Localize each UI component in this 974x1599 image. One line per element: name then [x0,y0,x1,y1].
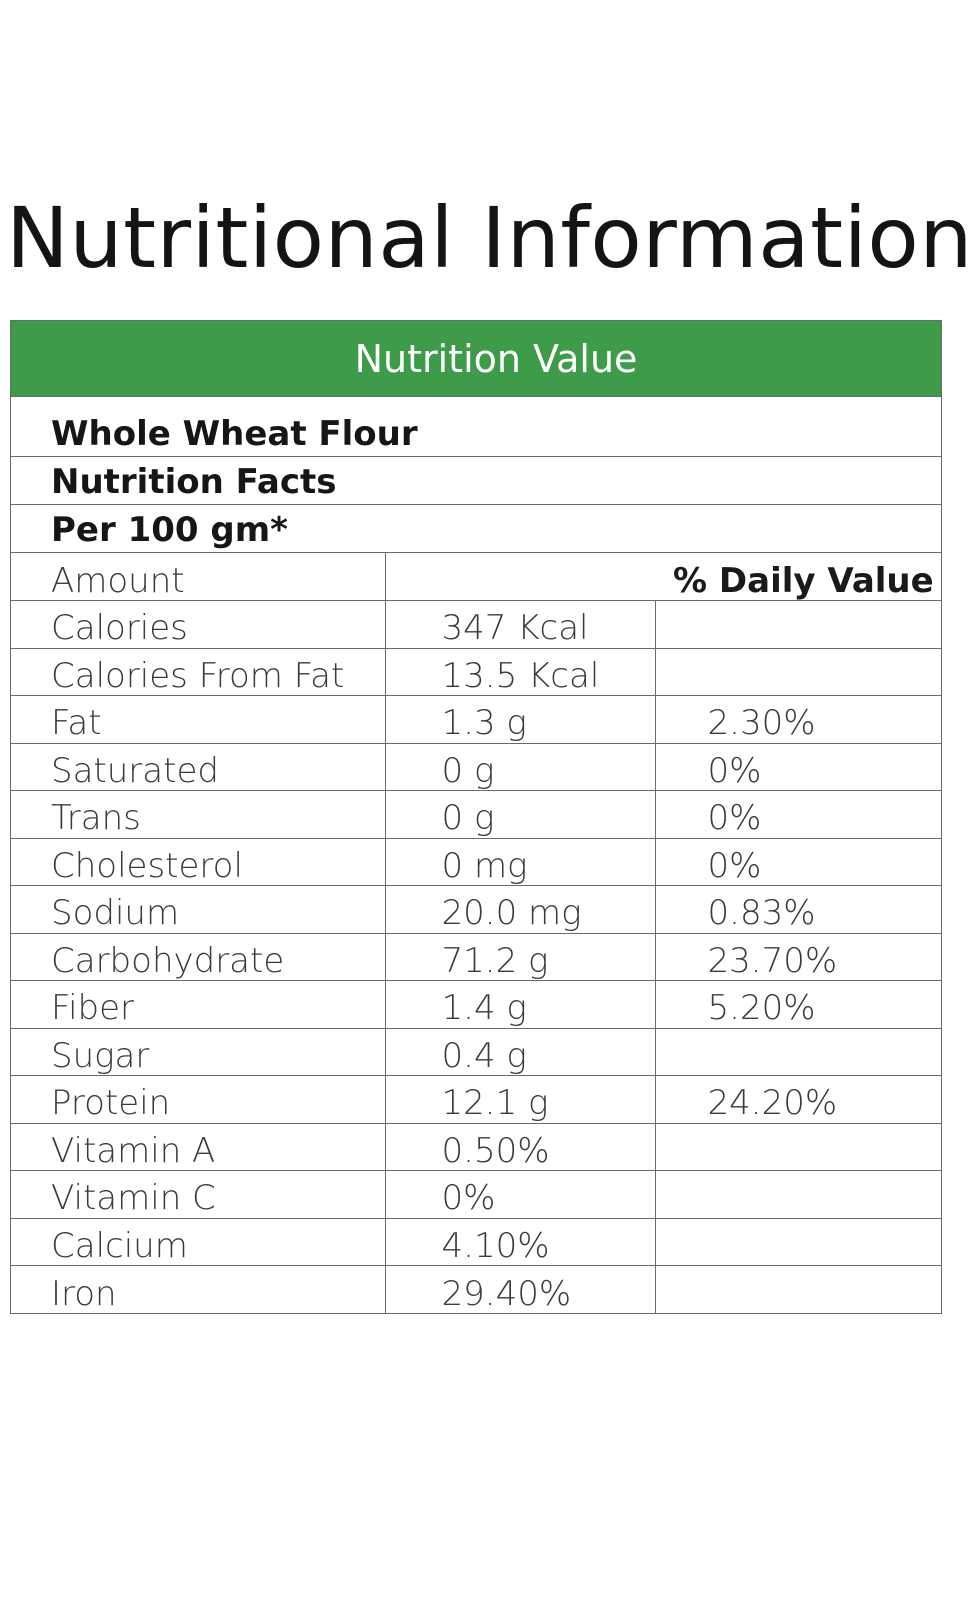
nutrient-name: Calories From Fat [11,648,385,696]
nutrient-daily-value [654,600,941,649]
nutrient-daily-value [654,1028,941,1076]
table-row: Trans 0 g 0% [11,790,941,839]
table-row: Protein 12.1 g 24.20% [11,1075,941,1124]
nutrient-amount: 20.0 mg [384,885,655,934]
table-header-row: Amount % Daily Value [11,553,941,601]
nutrient-name: Calcium [11,1218,385,1266]
nutrient-daily-value: 0% [654,743,941,791]
nutrient-daily-value [654,1123,941,1171]
nutrient-daily-value: 0% [654,790,941,839]
column-header-daily-value: % Daily Value [655,553,941,601]
nutrient-name: Trans [11,790,385,839]
nutrient-name: Carbohydrate [11,933,385,981]
nutrient-amount: 0% [384,1170,655,1219]
column-header-amount: Amount [11,553,385,601]
product-name: Whole Wheat Flour [11,397,941,457]
nutrient-daily-value [654,1265,941,1313]
serving-size: Per 100 gm* [11,505,941,553]
table-row: Fat 1.3 g 2.30% [11,695,941,744]
nutrient-amount: 0 g [384,790,655,839]
nutrient-amount: 347 Kcal [384,600,655,649]
table-row: Saturated 0 g 0% [11,743,941,791]
nutrient-name: Sugar [11,1028,385,1076]
nutrient-daily-value [654,1170,941,1219]
nutrient-name: Cholesterol [11,838,385,886]
nutrient-name: Vitamin A [11,1123,385,1171]
nutrient-name: Fiber [11,980,385,1029]
nutrient-daily-value: 2.30% [654,695,941,744]
nutrient-amount: 1.4 g [384,980,655,1029]
nutrient-daily-value: 0% [654,838,941,886]
nutrient-daily-value [654,1218,941,1266]
table-row: Fiber 1.4 g 5.20% [11,980,941,1029]
nutrition-table: Amount % Daily Value Calories 347 Kcal Cal… [11,553,941,1313]
nutrient-daily-value: 23.70% [654,933,941,981]
nutrient-amount: 0.4 g [384,1028,655,1076]
facts-label: Nutrition Facts [11,457,941,505]
panel-header: Nutrition Value [11,321,941,397]
column-header-value [384,553,655,601]
nutrient-daily-value: 24.20% [654,1075,941,1124]
nutrient-name: Iron [51,1273,117,1314]
nutrient-amount: 0 g [384,743,655,791]
nutrient-amount: 4.10% [384,1218,655,1266]
nutrient-name: Vitamin C [11,1170,385,1219]
nutrient-name: Saturated [11,743,385,791]
table-row: Calories 347 Kcal [11,600,941,649]
nutrient-amount: 0.50% [384,1123,655,1171]
table-row: Carbohydrate 71.2 g 23.70% [11,933,941,981]
nutrient-amount: 13.5 Kcal [384,648,655,696]
nutrient-amount: 0 mg [384,838,655,886]
nutrient-name: Fat [11,695,385,744]
page-title: Nutritional Information [6,189,974,287]
table-row: Calories From Fat 13.5 Kcal [11,648,941,696]
nutrient-name: Calories [11,600,385,649]
table-row: Sodium 20.0 mg 0.83% [11,885,941,934]
nutrient-amount: 12.1 g [384,1075,655,1124]
table-row: Calcium 4.10% [11,1218,941,1266]
nutrient-daily-value: 0.83% [654,885,941,934]
nutrition-panel: Nutrition Value Whole Wheat Flour Nutrit… [10,320,942,1314]
nutrient-daily-value [654,648,941,696]
table-row: Vitamin A 0.50% [11,1123,941,1171]
table-row: Sugar 0.4 g [11,1028,941,1076]
nutrient-daily-value: 5.20% [654,980,941,1029]
table-row: Vitamin C 0% [11,1170,941,1219]
nutrient-amount: 1.3 g [384,695,655,744]
table-row: Cholesterol 0 mg 0% [11,838,941,886]
nutrient-name: Protein [11,1075,385,1124]
table-row: Iron 29.40% [11,1265,941,1314]
nutrient-amount: 71.2 g [384,933,655,981]
nutrient-amount: 29.40% [384,1265,655,1313]
nutrient-name: Sodium [11,885,385,934]
